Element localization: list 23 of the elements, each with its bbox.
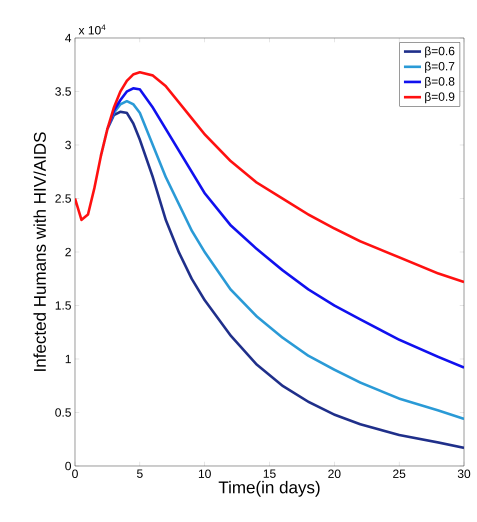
y-tick-label: 1 bbox=[66, 354, 71, 364]
legend-label: β=0.9 bbox=[425, 92, 454, 104]
x-tick-label: 10 bbox=[198, 470, 211, 478]
text: x 10$^{4}$ bbox=[78, 24, 106, 34]
y-tick-label: 2.5 bbox=[55, 194, 71, 203]
x-tick-label: 0 bbox=[72, 470, 78, 478]
y-tick-label: 3.5 bbox=[55, 87, 71, 96]
y-tick-label: 2 bbox=[65, 248, 71, 256]
x-axis-title: Time(in days) bbox=[218, 480, 320, 497]
y-axis-title: Infected Humans with HIV/AIDS bbox=[33, 132, 46, 371]
legend-label: β=0.7 bbox=[425, 62, 454, 73]
legend-label: β=0.6 bbox=[425, 46, 454, 58]
y-tick-label: 0 bbox=[65, 462, 71, 470]
y-tick-label: 3 bbox=[65, 140, 71, 150]
x-tick-label: 20 bbox=[328, 470, 341, 478]
x-tick-label: 30 bbox=[458, 470, 470, 478]
y-tick-label: 0.5 bbox=[55, 408, 71, 417]
x-tick-label: 5 bbox=[136, 470, 143, 478]
x-tick-label: 15 bbox=[264, 470, 276, 478]
y-tick-label: 4 bbox=[65, 34, 72, 42]
x-tick-label: 25 bbox=[393, 470, 406, 478]
y-tick-label: 1.5 bbox=[56, 301, 71, 310]
legend-label: β=0.8 bbox=[425, 76, 454, 88]
